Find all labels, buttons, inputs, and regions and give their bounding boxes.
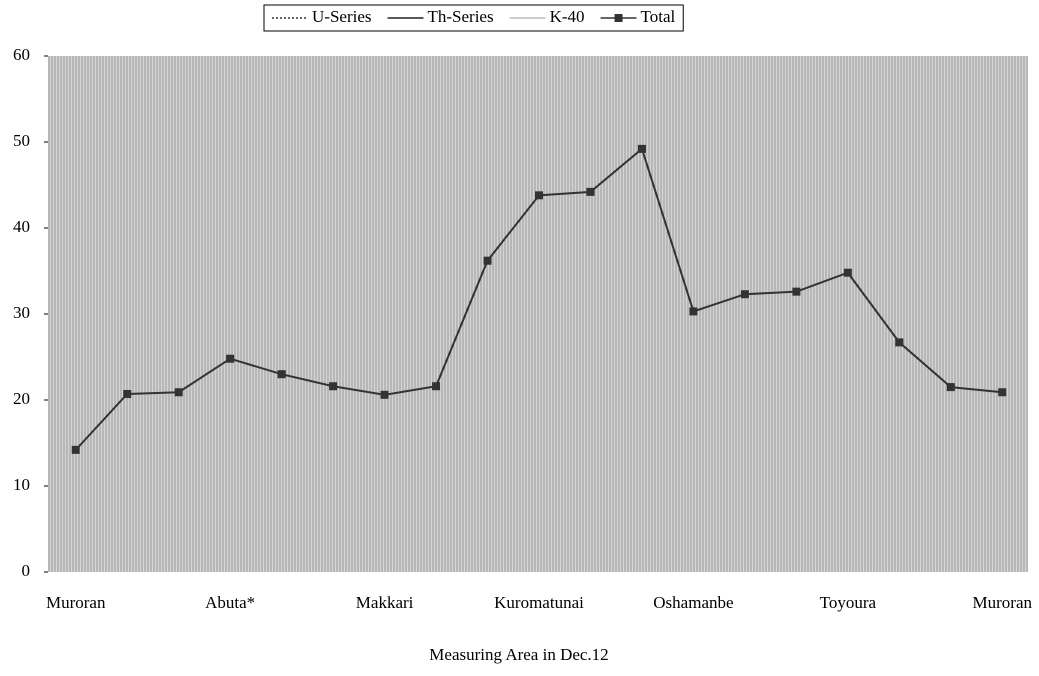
point-marker [535, 191, 543, 200]
y-tick-label: 40 [13, 217, 30, 236]
x-tick-label: Makkari [356, 593, 414, 612]
point-marker [432, 382, 441, 391]
plot-area [48, 56, 1028, 572]
point-marker [946, 383, 955, 392]
y-tick-label: 60 [13, 45, 30, 64]
x-tick-label: Toyoura [820, 593, 877, 612]
point-marker [71, 445, 80, 454]
x-axis-title: Measuring Area in Dec.12 [429, 645, 608, 664]
x-tick-label: Oshamanbe [653, 593, 733, 612]
point-marker [843, 268, 852, 277]
x-tick-label: Muroran [973, 593, 1033, 612]
x-tick-label: Kuromatunai [494, 593, 584, 612]
point-marker [123, 389, 132, 398]
point-marker [998, 388, 1007, 397]
point-marker [895, 338, 904, 347]
point-marker [792, 287, 801, 296]
legend-marker [614, 14, 623, 22]
y-tick-label: 0 [22, 561, 31, 580]
x-tick-label: Muroran [46, 593, 106, 612]
point-marker [483, 256, 492, 265]
legend-label: Total [641, 7, 676, 26]
point-marker [586, 187, 595, 196]
legend: U-Series Th-Series K-40 Total [263, 4, 684, 32]
point-marker [174, 388, 183, 397]
y-tick-label: 50 [13, 131, 30, 150]
y-tick-label: 10 [13, 475, 30, 494]
legend-label: K-40 [550, 7, 585, 26]
legend-label: Th-Series [427, 7, 493, 26]
point-marker [637, 144, 646, 153]
y-tick-label: 30 [13, 303, 30, 322]
point-marker [226, 354, 235, 363]
y-tick-label: 20 [13, 389, 30, 408]
x-tick-label: Abuta* [205, 593, 255, 612]
point-marker [740, 290, 749, 299]
point-marker [380, 390, 389, 399]
point-marker [277, 370, 286, 379]
legend-label: U-Series [312, 7, 371, 26]
point-marker [329, 382, 338, 391]
point-marker [689, 307, 698, 316]
